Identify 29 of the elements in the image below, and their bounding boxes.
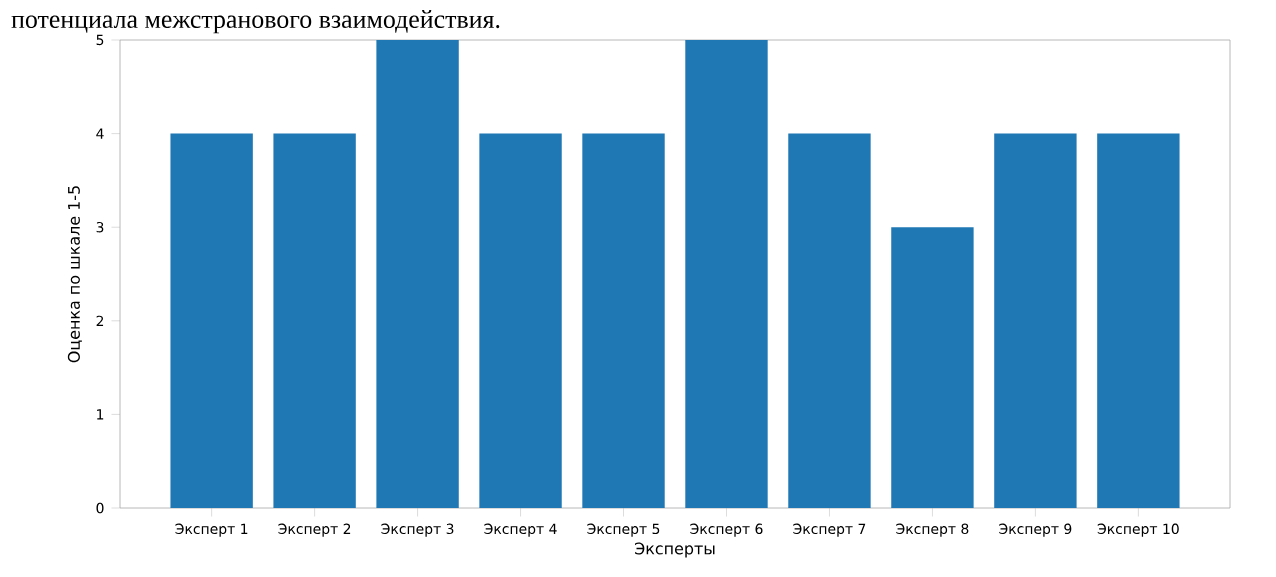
x-tick-label: Эксперт 9 <box>999 523 1072 537</box>
y-tick-label: 0 <box>96 502 104 514</box>
x-tick-label: Эксперт 4 <box>484 523 557 537</box>
bar <box>582 133 665 508</box>
y-axis-title: Оценка по шкале 1-5 <box>67 186 82 363</box>
bar <box>479 133 562 508</box>
y-tick-label: 2 <box>96 315 104 326</box>
x-axis-title: Эксперты <box>635 542 715 558</box>
bar <box>273 133 356 508</box>
bar <box>788 133 871 508</box>
x-tick-label: Эксперт 10 <box>1097 523 1179 537</box>
bar <box>891 227 974 508</box>
y-tick-label: 4 <box>96 128 104 139</box>
bar <box>994 133 1077 508</box>
x-tick-label: Эксперт 3 <box>381 523 454 537</box>
x-tick-label: Эксперт 5 <box>587 523 660 537</box>
bar <box>170 133 253 508</box>
x-tick-label: Эксперт 8 <box>896 523 969 537</box>
bar <box>376 40 459 508</box>
y-tick-label: 5 <box>96 34 104 46</box>
x-tick-label: Эксперт 2 <box>278 523 351 537</box>
y-tick-label: 3 <box>96 221 104 233</box>
bar <box>1097 133 1180 508</box>
bar <box>685 40 768 508</box>
text: потенциала межстранового взаимодействия. <box>11 10 500 34</box>
x-tick-label: Эксперт 6 <box>690 523 763 537</box>
x-tick-label: Эксперт 1 <box>175 523 248 537</box>
x-tick-label: Эксперт 7 <box>793 523 866 537</box>
y-tick-label: 1 <box>97 409 104 420</box>
